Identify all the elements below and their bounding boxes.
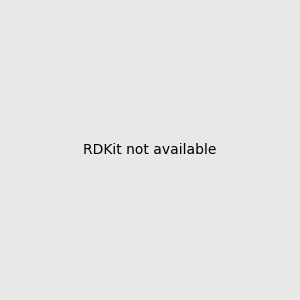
- Text: RDKit not available: RDKit not available: [83, 143, 217, 157]
